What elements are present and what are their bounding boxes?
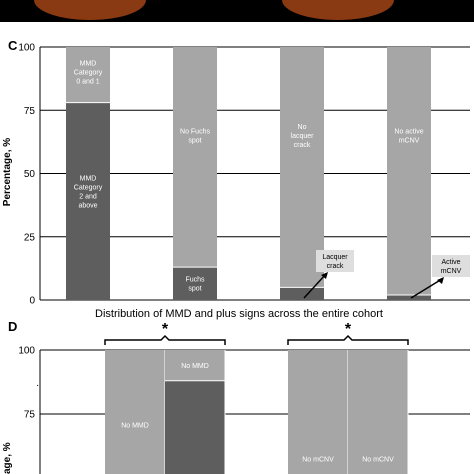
panel-c-y-tick-label: 75	[24, 106, 36, 117]
panel-d-y-tick-label: 75	[24, 410, 36, 421]
panel-c-callout-arrowhead	[437, 277, 444, 284]
panel-c-callout-arrow	[410, 278, 443, 299]
panel-d-significance-star: *	[345, 321, 352, 338]
panel-c-bar-bottom-label-line: spot	[188, 286, 201, 293]
panel-d-bar-bottom-segment	[165, 380, 225, 474]
panel-c-bar-top-label-line: MMD	[80, 61, 97, 68]
panel-c-bar-top-label-line: lacquer	[291, 133, 315, 140]
fundus-photos	[0, 0, 474, 22]
panel-c-bar-bottom-segment	[66, 102, 110, 300]
panel-d-bar-top-segment	[165, 350, 225, 381]
panel-d-bar-label-line: No mCNV	[362, 457, 394, 464]
panel-c-bar-top-label: No Fuchs spot	[180, 129, 210, 145]
panel-c-callout-label: Lacquer crack	[322, 254, 348, 270]
panel-c-callout-label-line: crack	[327, 263, 344, 270]
panel-d-bar-label: No mCNV	[302, 457, 334, 464]
panel-c-bar-top-segment	[66, 47, 110, 103]
panel-c-bar-top-segment	[387, 47, 431, 295]
panel-d-bar-label-line: No MMD	[181, 363, 209, 370]
panel-d-bar-segment	[105, 350, 165, 474]
panel-c-callout-label-line: Lacquer	[322, 254, 348, 261]
panel-d-significance-star: *	[162, 321, 169, 338]
panel-c-y-tick-label: 25	[24, 232, 36, 243]
panel-d-significance-bracket	[287, 334, 409, 345]
panel-d-y-tick-label: 100	[18, 346, 35, 357]
panel-c-y-axis-label: Percentage, %	[2, 138, 13, 206]
fundus-photo-right	[282, 0, 394, 20]
panel-c-bar-bottom-label: MMD Category 2 and above	[74, 175, 103, 209]
panel-d-bar-label-line: No mCNV	[302, 457, 334, 464]
panel-c-chart: MMD Category 0 and 1 MMD Category 2 and above N…	[18, 43, 470, 307]
panel-c-bar-bottom-label-line: Fuchs	[185, 277, 205, 284]
panel-c-bar-top-label: MMD Category 0 and 1	[74, 61, 103, 86]
panel-c-bar-top-label-line: Category	[74, 70, 103, 77]
panel-d-significance-bracket	[104, 334, 226, 345]
panel-c-callout-box	[316, 250, 354, 272]
panel-c-bar-top-label-line: 0 and 1	[76, 79, 99, 86]
panel-c-bar-bottom-label-line: Category	[74, 184, 103, 191]
panel-c-callout-arrowhead	[321, 272, 328, 279]
panel-d-y-axis-label: age, %	[2, 442, 13, 474]
panel-d-bar-label: No MMD	[121, 423, 149, 430]
panel-c-bar-bottom-segment	[387, 294, 431, 300]
panel-c-bar-bottom-label-line: MMD	[80, 175, 97, 182]
panel-c-bar-top-label: No active mCNV	[394, 129, 423, 145]
panel-c-y-tick-label: 50	[24, 169, 36, 180]
panel-c-bar-bottom-segment	[173, 267, 217, 300]
panel-c-callout-label-line: Active	[441, 259, 460, 266]
panel-c-bar-top-label-line: No Fuchs	[180, 129, 210, 136]
panel-d-label: D	[8, 319, 17, 334]
panel-c-bar-top-label-line: No	[298, 124, 307, 131]
panel-c-bar-bottom-label-line: above	[78, 202, 97, 209]
panel-d-title: Distribution of MMD and plus signs acros…	[95, 308, 383, 320]
panel-c-callout-arrow	[303, 273, 327, 299]
panel-d-bar-segment	[348, 350, 408, 474]
panel-c-bar-top-segment	[280, 47, 324, 288]
panel-d-chart: No MMD No MMD No mCNV No mCNV 75 100 * *	[18, 321, 470, 474]
panel-c-y-tick-label: 0	[29, 296, 35, 307]
panel-d-bar-label: No MMD	[181, 363, 209, 370]
panel-c-bar-top-label-line: No active	[394, 129, 423, 136]
panel-c-bar-top-label: No lacquer crack	[291, 124, 315, 149]
panel-d-extra-tick: .	[36, 378, 39, 389]
panel-c-y-tick-label: 100	[18, 43, 35, 54]
panel-d-bar-label-line: No MMD	[121, 423, 149, 430]
panel-d-bar-label: No mCNV	[362, 457, 394, 464]
panel-c-bar-top-label-line: spot	[188, 138, 201, 145]
panel-c-bar-top-label-line: crack	[294, 142, 311, 149]
panel-c-bar-bottom-label-line: 2 and	[79, 193, 97, 200]
panel-c-callout-box	[432, 255, 470, 277]
panel-c-bar-top-label-line: mCNV	[399, 138, 420, 145]
panel-d-bar-segment	[288, 350, 348, 474]
panel-c-bar-bottom-segment	[280, 287, 324, 300]
panel-c-callout-label-line: mCNV	[441, 268, 462, 275]
panel-c-label: C	[8, 38, 18, 53]
panel-c-bar-bottom-label: Fuchs spot	[185, 277, 205, 293]
fundus-photo-left	[34, 0, 146, 20]
panel-c-callout-label: Active mCNV	[441, 259, 462, 275]
panel-c-bar-top-segment	[173, 47, 217, 268]
